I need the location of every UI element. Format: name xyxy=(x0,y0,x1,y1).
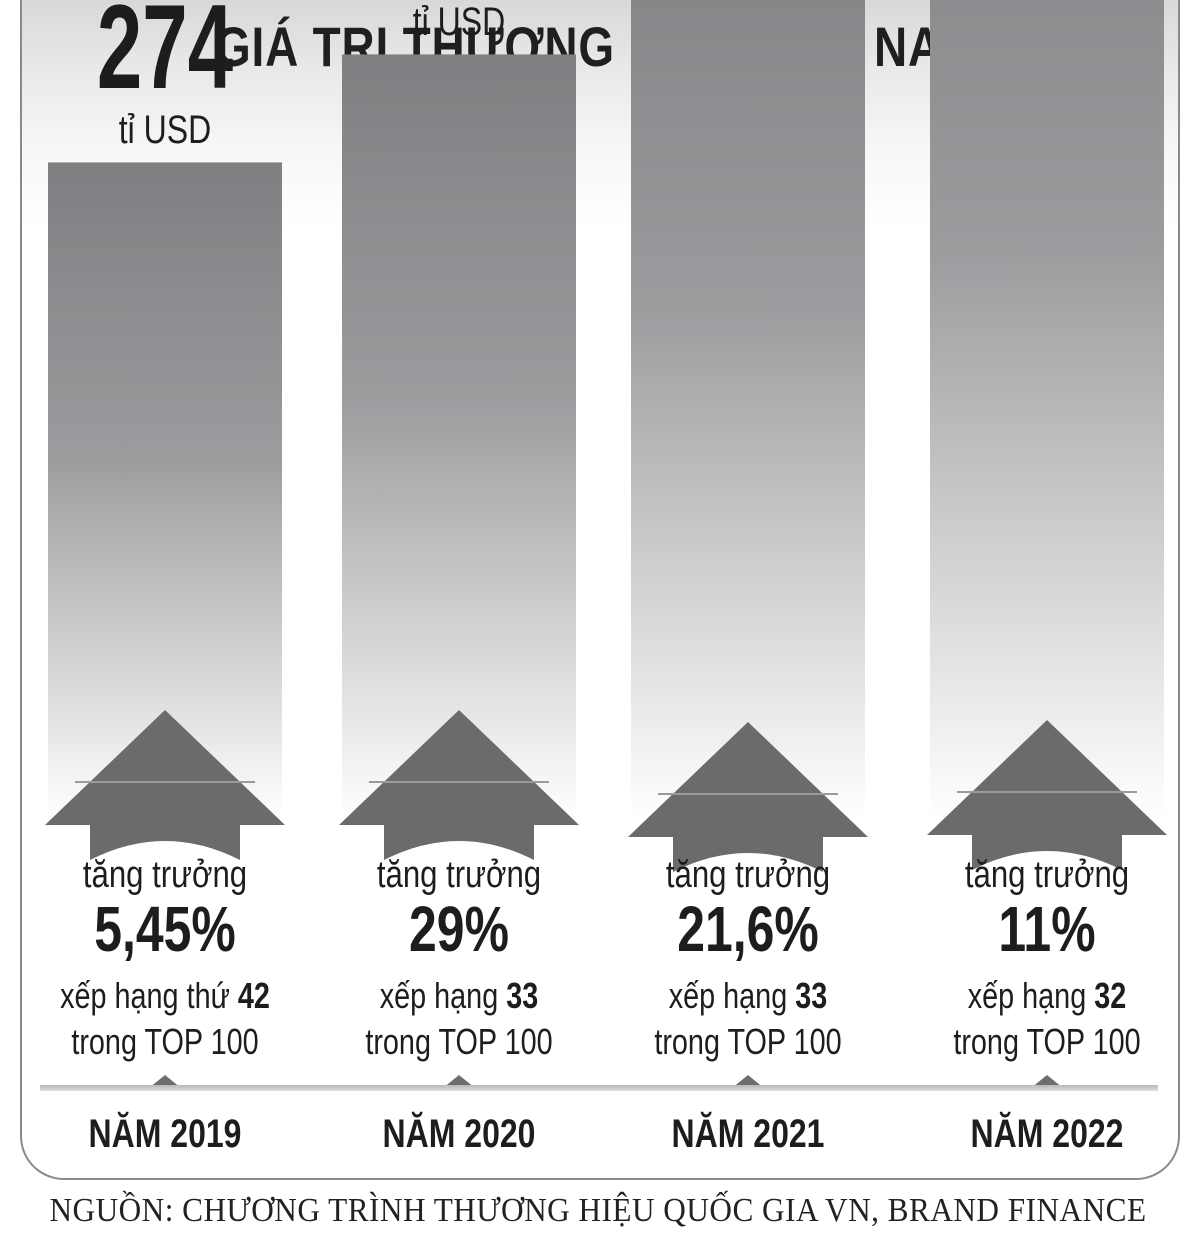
rank-prefix: xếp hạng thứ xyxy=(60,975,230,1016)
growth-arrow-stem-4 xyxy=(972,833,1122,870)
rank-label: xếp hạng thứ 42 xyxy=(49,974,281,1018)
growth-arrow-stem-1 xyxy=(90,823,240,860)
unit-label: tỉ USD xyxy=(118,108,212,153)
rank-label: xếp hạng 33 xyxy=(632,974,864,1018)
growth-label: tăng trưởng xyxy=(964,854,1130,896)
bar-2 xyxy=(342,54,576,820)
chart-plot xyxy=(45,0,1167,1088)
rank-number: 42 xyxy=(237,975,270,1016)
rank-label: xếp hạng 32 xyxy=(931,974,1163,1018)
year-marker-3 xyxy=(732,1075,764,1088)
value-label: 274 xyxy=(96,0,234,115)
rank-suffix: trong TOP 100 xyxy=(365,1021,553,1062)
year-marker-4 xyxy=(1031,1075,1063,1088)
rank-prefix: xếp hạng xyxy=(668,975,788,1016)
year-marker-2 xyxy=(443,1075,475,1088)
rank-number: 33 xyxy=(506,975,539,1016)
growth-label: tăng trưởng xyxy=(376,854,542,896)
rank-suffix: trong TOP 100 xyxy=(953,1021,1141,1062)
year-label: NĂM 2021 xyxy=(671,1112,825,1156)
year-marker-1 xyxy=(149,1075,181,1088)
baseline-rule xyxy=(40,1085,1158,1091)
year-label: NĂM 2022 xyxy=(970,1112,1124,1156)
growth-arrow-stem-2 xyxy=(384,823,534,860)
rank-label: xếp hạng 33 xyxy=(343,974,575,1018)
growth-label: tăng trưởng xyxy=(82,854,248,896)
growth-label: tăng trưởng xyxy=(665,854,831,896)
rank-suffix: trong TOP 100 xyxy=(654,1021,842,1062)
rank-prefix: xếp hạng xyxy=(379,975,499,1016)
growth-value: 11% xyxy=(998,893,1096,965)
year-label: NĂM 2019 xyxy=(88,1112,242,1156)
growth-value: 21,6% xyxy=(677,893,819,965)
growth-value: 29% xyxy=(409,893,509,965)
growth-arrow-head-2 xyxy=(339,710,579,825)
bar-3 xyxy=(631,0,865,821)
rank-suffix: trong TOP 100 xyxy=(71,1021,259,1062)
year-label: NĂM 2020 xyxy=(382,1112,536,1156)
growth-arrow-head-3 xyxy=(628,722,868,837)
growth-arrow-head-1 xyxy=(45,710,285,825)
rank-number: 32 xyxy=(1094,975,1127,1016)
growth-arrow-head-4 xyxy=(927,720,1167,835)
unit-label: tỉ USD xyxy=(412,0,506,45)
source-note: NGUỒN: CHƯƠNG TRÌNH THƯƠNG HIỆU QUỐC GIA… xyxy=(49,1192,1147,1229)
growth-arrow-stem-3 xyxy=(673,835,823,872)
rank-prefix: xếp hạng xyxy=(967,975,1087,1016)
bar-4 xyxy=(930,0,1164,821)
rank-number: 33 xyxy=(795,975,828,1016)
growth-value: 5,45% xyxy=(94,893,236,965)
